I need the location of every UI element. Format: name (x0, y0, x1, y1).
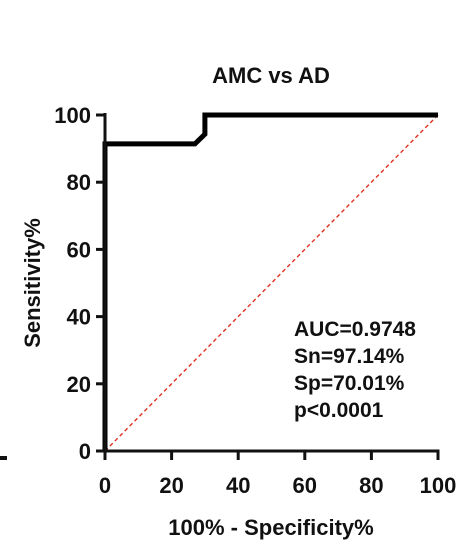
annotation-line: p<0.0001 (294, 399, 384, 422)
annotation-line: Sp=70.01% (294, 372, 405, 395)
y-tick-label: 100 (54, 103, 91, 128)
x-tick-label: 0 (99, 473, 111, 498)
chart-title: AMC vs AD (212, 63, 330, 88)
y-tick-label: 80 (67, 170, 91, 195)
x-axis-label: 100% - Specificity% (168, 515, 373, 540)
stats-annotation: AUC=0.9748 Sn=97.14% Sp=70.01% p<0.0001 (294, 318, 416, 422)
y-axis-label: Sensitivity% (20, 218, 45, 348)
reference-line (104, 114, 439, 452)
y-tick-label: 0 (79, 439, 91, 464)
x-tick-label: 40 (226, 473, 250, 498)
annotation-line: Sn=97.14% (294, 345, 405, 368)
y-tick-label: 20 (67, 372, 91, 397)
plot-area: 0 20 40 60 80 100 0 20 40 60 80 100 (54, 103, 456, 498)
y-tick-label: 60 (67, 237, 91, 262)
x-tick-label: 100 (420, 473, 457, 498)
x-tick-label: 60 (293, 473, 317, 498)
y-tick-label: 40 (67, 305, 91, 330)
x-tick-label: 20 (159, 473, 183, 498)
stray-edge-mark (0, 456, 7, 460)
x-tick-label: 80 (359, 473, 383, 498)
annotation-line: AUC=0.9748 (294, 318, 416, 341)
